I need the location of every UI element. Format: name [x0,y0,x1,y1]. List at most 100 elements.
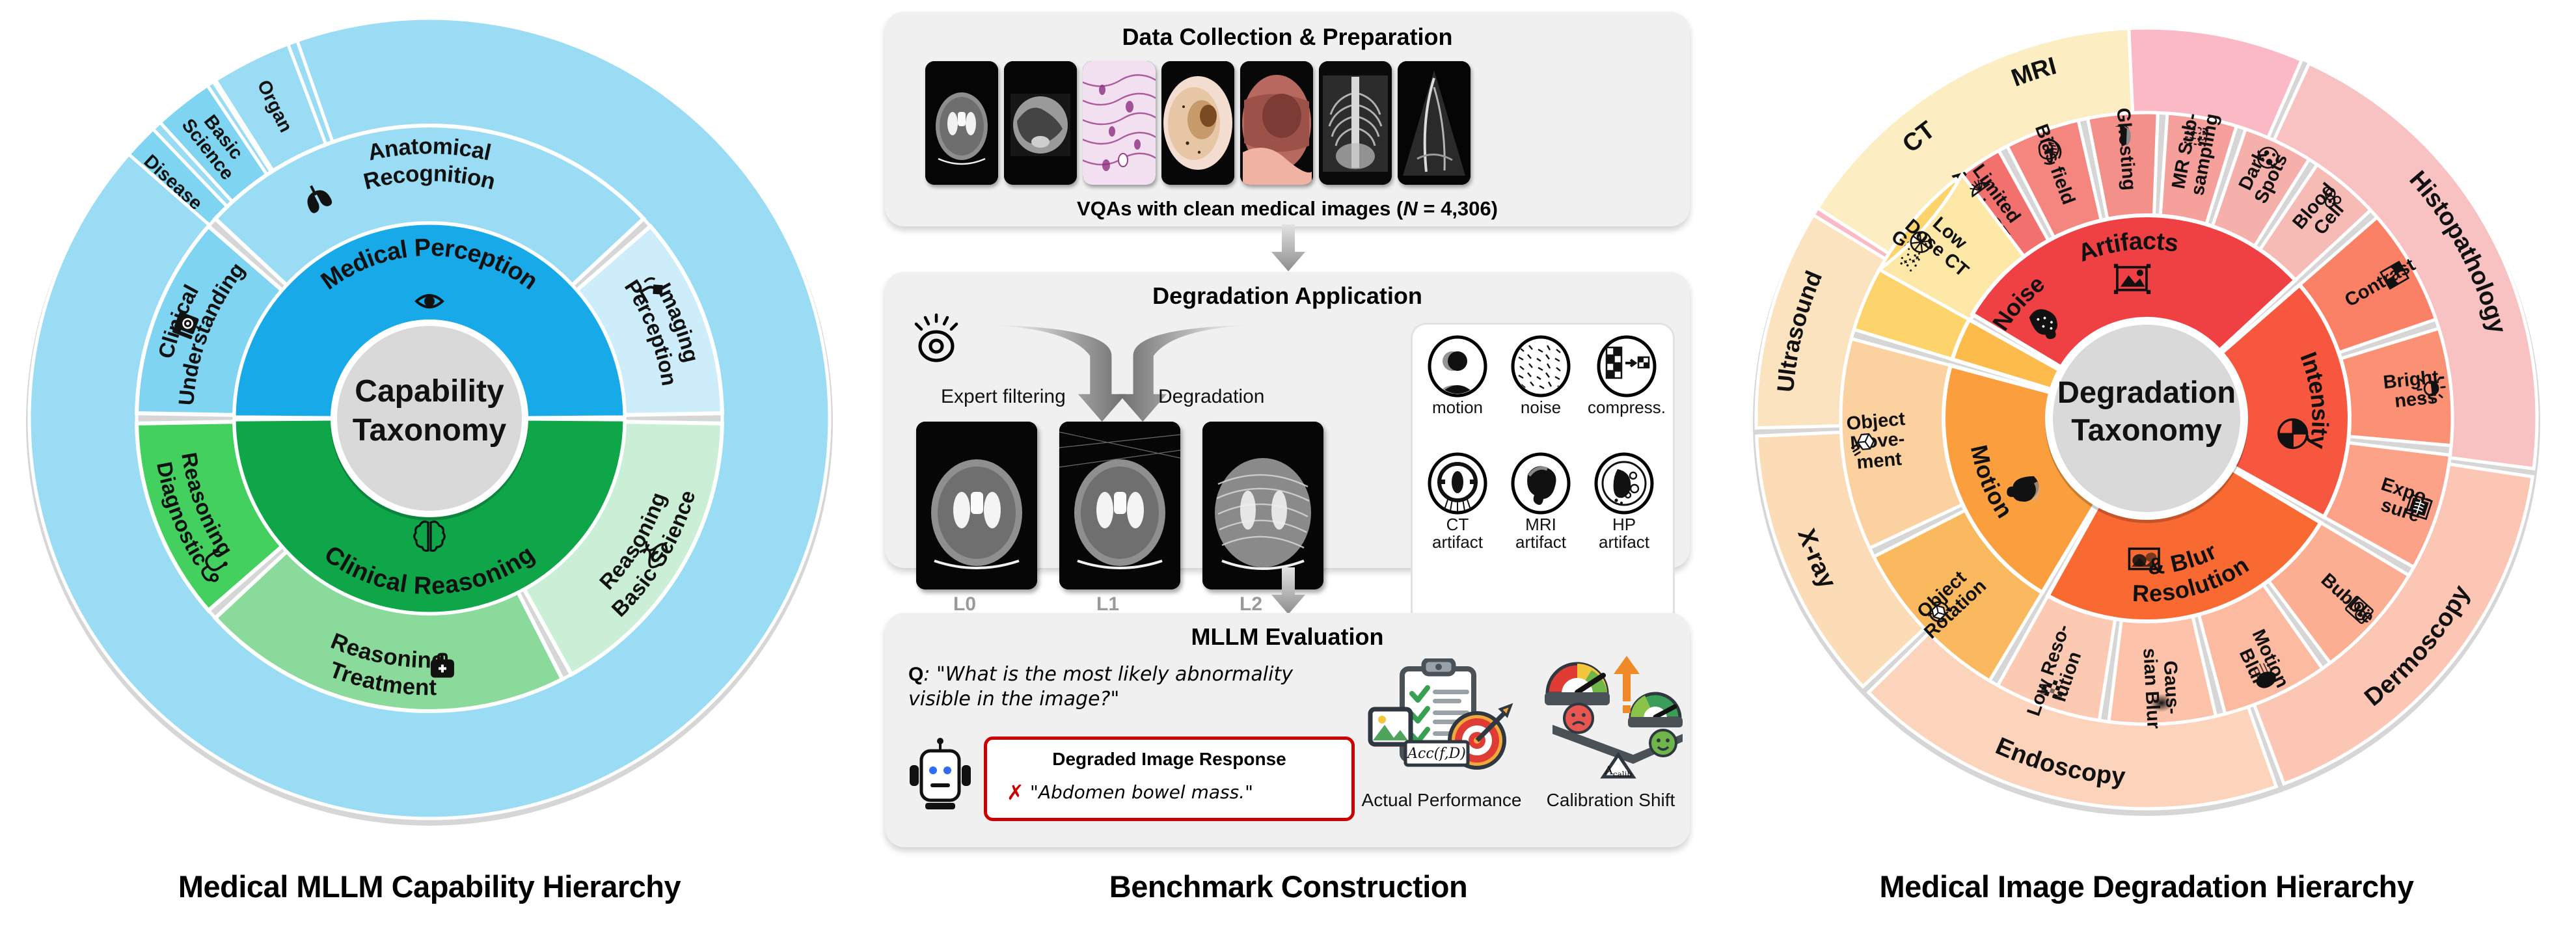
degraded-response-text: "Abdomen bowel mass." [1030,781,1253,803]
process-arrows [964,325,1279,422]
motion-head-icon [2007,476,2040,502]
data-collection-title: Data Collection & Preparation [1122,23,1453,50]
vqa-clean-prefix: VQAs with clean medical images ( [1077,197,1403,220]
severity-image-l2 [1202,422,1323,589]
degradation-type-hp-artifact-label: HP artifact [1598,515,1650,552]
center-circle [2053,325,2240,512]
noise-head-icon [2029,309,2057,340]
accuracy-formula: Acc(f,D) [1406,746,1466,762]
degradation-type-motion: motion [1419,335,1496,416]
expert-filtering-label: Expert filtering [941,386,1066,407]
flow-arrow-1 [1271,224,1305,271]
microscope-icon [638,277,663,304]
blood-cell-icon [2324,187,2342,208]
calib-sub: calib [1613,770,1633,779]
degraded-response-box: Degraded Image Response ✗ "Abdomen bowel… [984,737,1355,821]
flow-arrow-2 [1271,567,1305,614]
hp-artifact-icon [1594,452,1654,515]
degradation-hierarchy-panel: SparseView CTLimitedAngle CTBias fieldGh… [1717,0,2576,933]
incorrect-mark-icon: ✗ [1007,780,1024,805]
severity-image-row [916,422,1323,589]
calibration-shift-icon: Acalib [1545,656,1683,779]
ghost-head-icon [2115,125,2131,146]
medkit-icon [430,653,454,678]
capability-center-title-line1: Capability [355,374,504,409]
cube-move-icon [1851,433,1875,456]
severity-image-l0 [916,422,1037,589]
actual-performance-icon: Acc(f,D) [1368,658,1513,770]
caption-degradation: Medical Image Degradation Hierarchy [1879,869,2414,904]
capability-center-title-line2: Taxonomy [353,413,507,448]
degradation-type-ct-artifact: CT artifact [1419,452,1496,551]
dna-icon [639,541,668,569]
degradation-type-ct-artifact-label: CT artifact [1431,515,1484,552]
thumb-mri-abdomen [1004,61,1077,185]
lungs-icon [307,185,332,213]
evaluation-question: Q: "What is the most likely abnormality … [908,662,1338,712]
stethoscope-icon [201,548,228,582]
degradation-type-mri-artifact-label: MRI artifact [1515,515,1567,552]
artifact-image-icon [2113,264,2151,294]
motion-portrait-icon [1428,335,1487,398]
capability-icons [172,185,668,678]
contrast-wheel-icon [2277,418,2309,450]
expert-eye-icon [914,313,958,362]
degraded-response-title: Degraded Image Response [1052,749,1286,769]
eye-icon [414,294,444,308]
noise-speckle-icon [1511,335,1571,398]
severity-label-l2: L2 [1240,593,1263,615]
gaussian-blur-icon [2149,694,2173,712]
degradation-type-mri-artifact: MRI artifact [1502,452,1579,551]
data-collection-card: Data Collection & Preparation [885,12,1690,226]
degradation-center-title-line2: Taxonomy [2071,412,2222,447]
xray-exposure-icon [2404,493,2434,521]
thumb-chest-xray [1319,61,1392,185]
center-circle [337,326,522,511]
contrast-icon [2379,260,2410,290]
compression-blocks-icon [1597,335,1657,398]
question-text: : "What is the most likely abnormality v… [908,663,1293,710]
caption-capability: Medical MLLM Capability Hierarchy [178,869,681,904]
book-icon [172,312,199,340]
vqa-clean-suffix: = 4,306) [1417,197,1498,220]
degradation-type-hp-artifact: HP artifact [1586,452,1662,551]
capability-hierarchy-panel: OrganBoneMuscleNeuro-vascularCell &Micro… [0,0,859,933]
thumb-ct-head [925,61,998,185]
degradation-type-noise: noise [1502,335,1579,416]
dark-spots-icon [2257,146,2279,169]
degradation-type-noise-label: noise [1520,398,1562,417]
caption-benchmark: Benchmark Construction [1109,869,1468,904]
sparse-view-icon [1910,231,1932,253]
degradation-sunburst: SparseView CTLimitedAngle CTBias fieldGh… [1753,26,2540,816]
bubble-icon [2345,595,2374,625]
calib-a: A [1604,764,1614,777]
actual-performance-label: Actual Performance [1361,790,1522,810]
low-dose-icon [2044,139,2062,165]
degradation-type-compression-label: compress. [1588,398,1666,417]
degradation-types-box: motion noise [1411,323,1675,671]
mri-artifact-icon [1511,452,1571,515]
degradation-icons [1851,125,2446,712]
severity-label-l0: L0 [953,593,977,615]
robot-icon [910,738,971,809]
ring-modalities [1754,26,2539,811]
vqa-clean-n: N [1403,197,1418,220]
mllm-evaluation-title: MLLM Evaluation [1191,623,1384,650]
limited-angle-icon [1970,179,1991,198]
degradation-application-title: Degradation Application [1152,282,1422,309]
motion-blur-icon [2254,662,2276,688]
question-prefix: Q [908,664,924,685]
blurred-image-icon [2128,547,2160,571]
severity-image-l1 [1059,422,1180,589]
degradation-label: Degradation [1158,386,1265,407]
ring-outer-leaves: OrganBoneMuscleNeuro-vascularCell &Micro… [27,16,832,820]
cube-rotate-icon [1928,601,1950,623]
mllm-evaluation-card: MLLM Evaluation Q: "What is the most lik… [885,613,1690,847]
degradation-center-title-line1: Degradation [2057,375,2236,409]
calibration-formula: Acalib [1604,764,1633,779]
modality-segment[interactable] [2271,61,2539,471]
degradation-type-motion-label: motion [1431,398,1484,417]
thumb-histopathology [1083,61,1156,185]
low-res-icon [2040,680,2064,701]
